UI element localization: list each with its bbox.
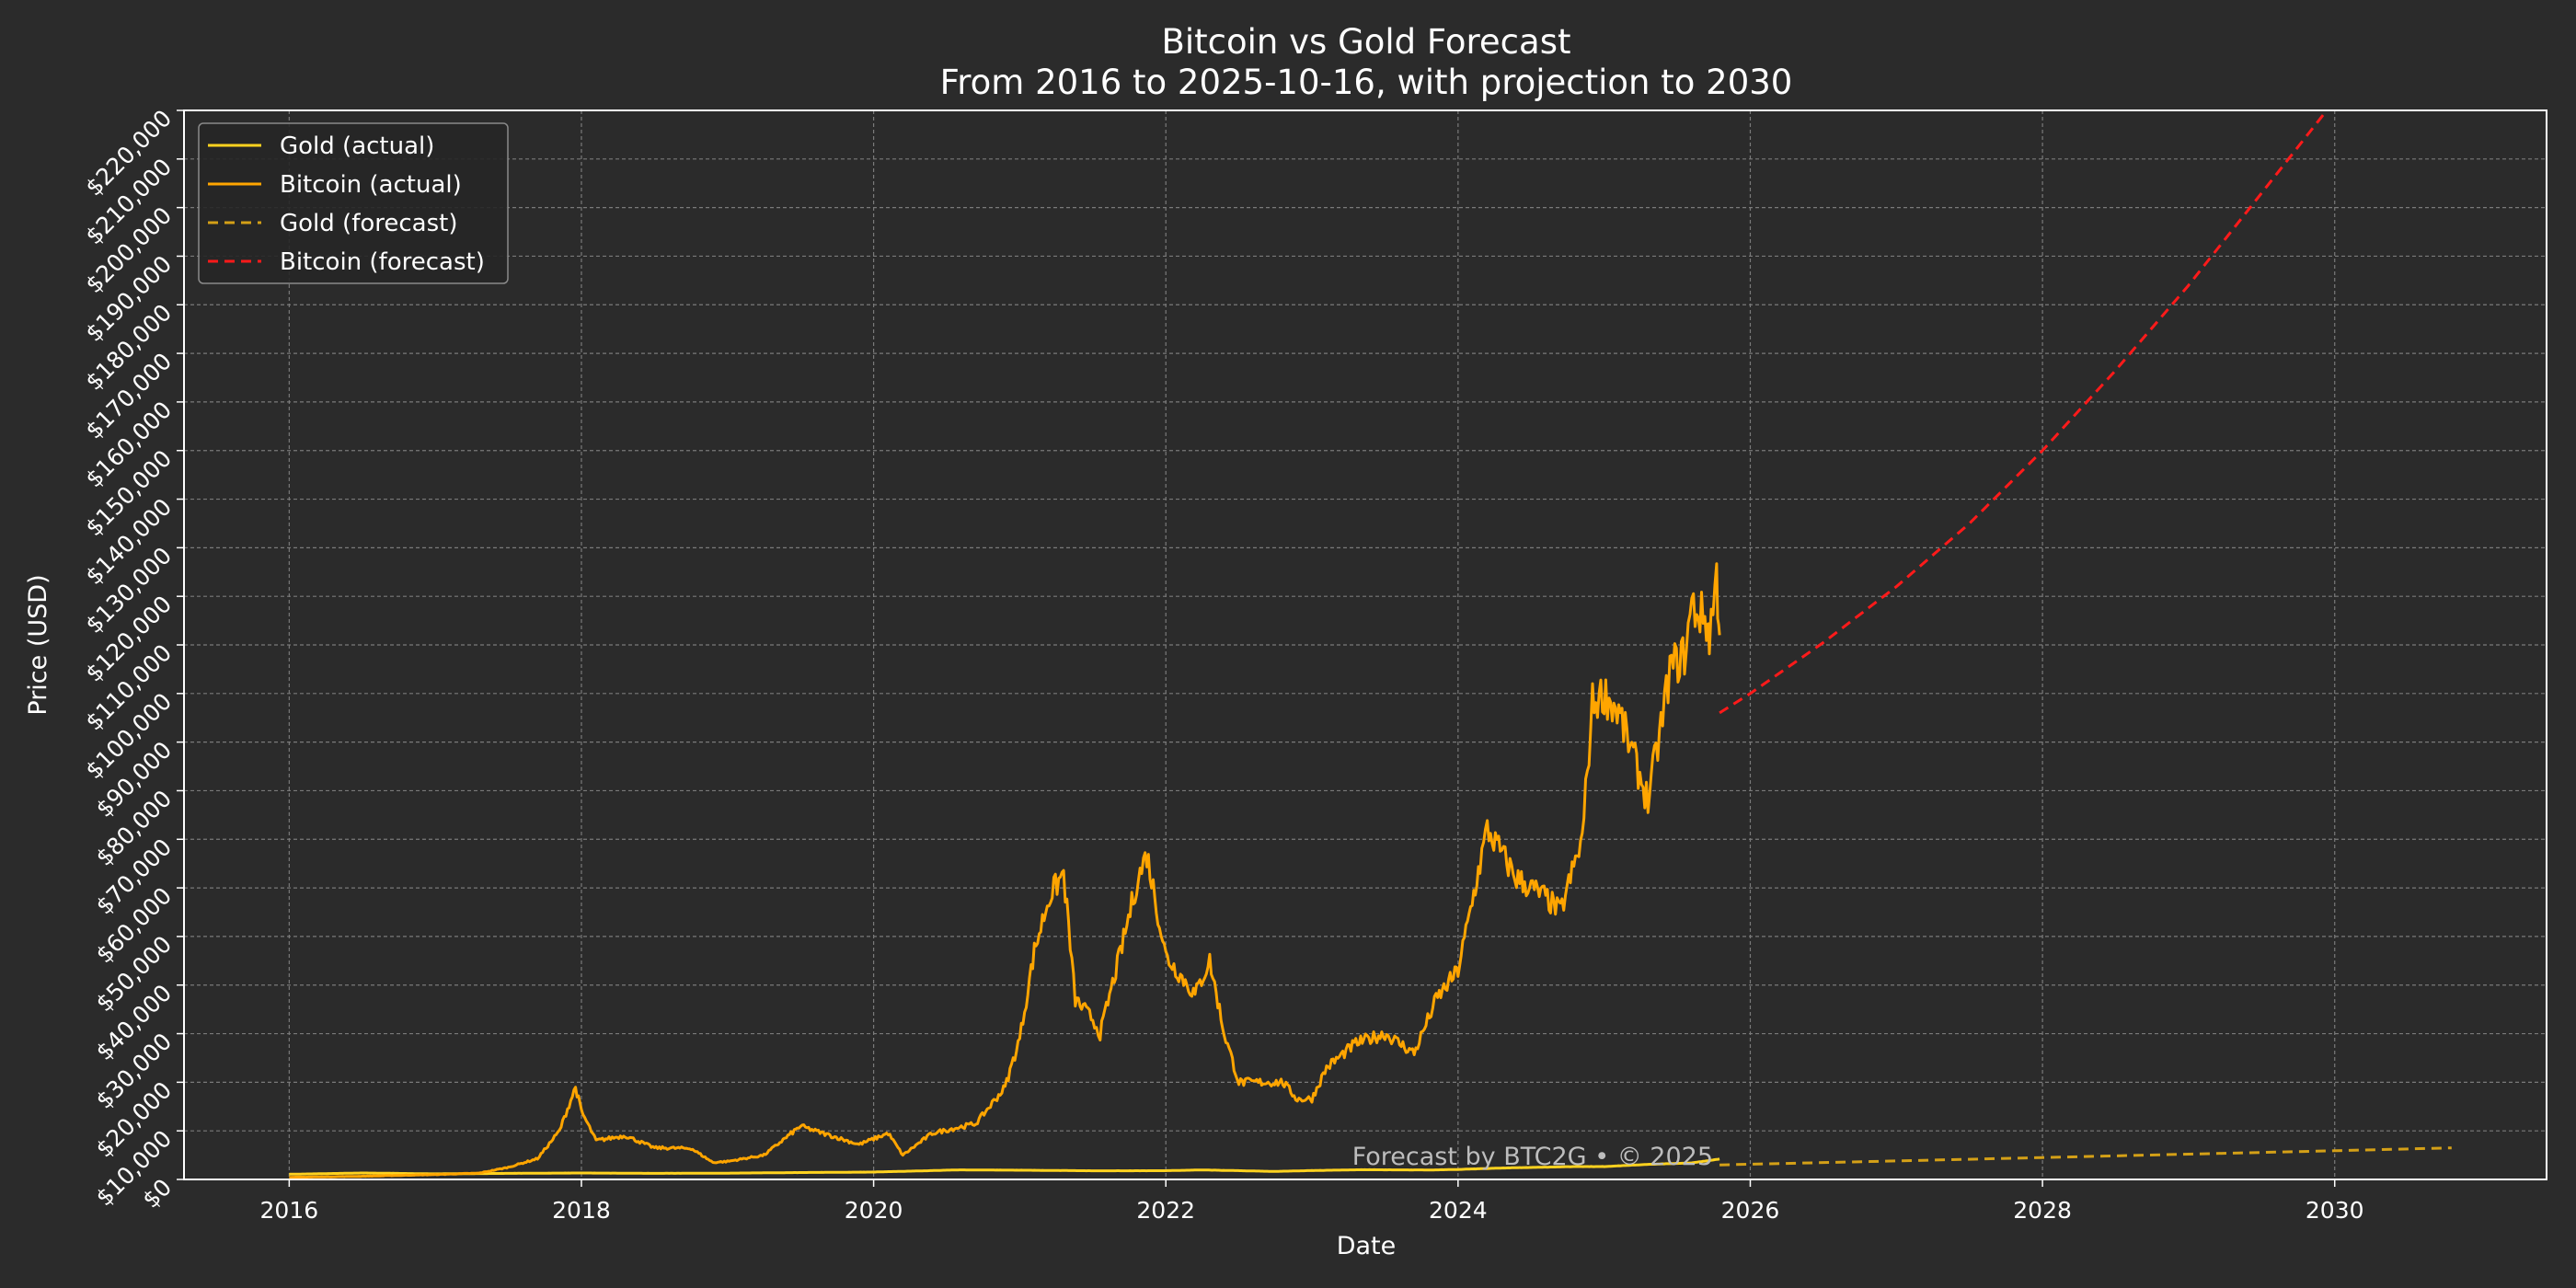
- series-line: [1719, 110, 2329, 715]
- watermark-annotation: Forecast by BTC2G • © 2025: [1352, 1143, 1713, 1171]
- x-tick-label: 2020: [845, 1197, 903, 1224]
- x-axis-label: Date: [1337, 1232, 1397, 1260]
- legend-label: Bitcoin (actual): [280, 171, 462, 199]
- series-line: [1719, 1146, 2452, 1167]
- y-axis-label: Price (USD): [24, 574, 52, 715]
- chart-subtitle: From 2016 to 2025-10-16, with projection…: [940, 63, 1793, 102]
- x-tick-label: 2028: [2013, 1197, 2072, 1224]
- plot-series: [289, 110, 2452, 1179]
- series-line: [289, 562, 1721, 1179]
- x-tick-label: 2024: [1429, 1197, 1488, 1224]
- x-tick-label: 2030: [2306, 1197, 2364, 1224]
- legend: Gold (actual) Bitcoin (actual) Gold (forec…: [198, 122, 509, 284]
- x-tick-label: 2026: [1721, 1197, 1780, 1224]
- chart-title: Bitcoin vs Gold Forecast: [1162, 22, 1571, 62]
- x-tick-label: 2016: [260, 1197, 319, 1224]
- x-tick-label: 2018: [552, 1197, 611, 1224]
- x-tick-label: 2022: [1136, 1197, 1195, 1224]
- series-line: [289, 1157, 1720, 1176]
- legend-box: [198, 122, 509, 284]
- legend-label: Bitcoin (forecast): [280, 248, 485, 276]
- legend-label: Gold (actual): [280, 132, 434, 160]
- grid: [184, 109, 2547, 1180]
- legend-label: Gold (forecast): [280, 210, 457, 237]
